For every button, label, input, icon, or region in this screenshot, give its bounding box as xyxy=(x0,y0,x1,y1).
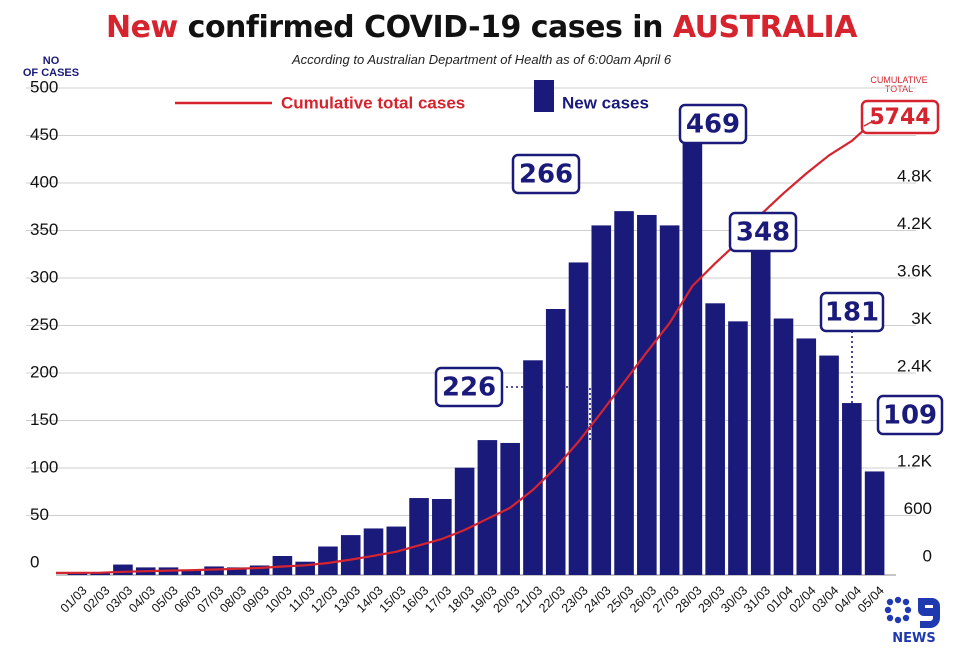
bar-new-cases-02-03 xyxy=(90,573,110,575)
bar-new-cases-05-04 xyxy=(864,471,885,575)
right-axis-label-line2: TOTAL xyxy=(884,84,914,94)
bar-new-cases-19-03 xyxy=(477,440,498,575)
left-tick-label: 300 xyxy=(30,267,58,286)
callout-box xyxy=(819,291,885,333)
bar-new-cases-29-03 xyxy=(705,303,725,575)
left-axis-label-line1: NO xyxy=(42,55,60,67)
right-tick-label: 3.6K xyxy=(897,261,933,280)
callout-box xyxy=(434,366,504,408)
callout-cumulative-total: 5744 xyxy=(860,99,940,135)
left-tick-label: 450 xyxy=(30,125,58,144)
callout-value: 181 xyxy=(825,298,879,328)
bar-new-cases-26-03 xyxy=(637,214,657,575)
right-tick-label: 4.8K xyxy=(897,166,933,185)
callout-value: 226 xyxy=(442,373,496,403)
callout-box xyxy=(876,394,944,436)
left-tick-label: 500 xyxy=(30,77,58,96)
left-tick-label: 50 xyxy=(30,505,49,524)
bar-new-cases-17-03 xyxy=(432,499,452,575)
left-tick-label: 350 xyxy=(30,220,58,239)
callout-21-03: 226 xyxy=(434,366,591,440)
callout-box xyxy=(511,153,581,195)
callout-box xyxy=(728,211,798,253)
legend: Cumulative total cases New cases xyxy=(175,80,649,112)
right-tick-label: 2.4K xyxy=(897,356,933,375)
bar-new-cases-18-03 xyxy=(454,467,475,575)
left-tick-label: 100 xyxy=(30,457,58,476)
right-tick-label: 600 xyxy=(904,499,932,518)
left-tick-label: 0 xyxy=(30,552,39,571)
legend-bar-swatch xyxy=(534,80,554,112)
callout-04-04: 181 xyxy=(819,291,885,405)
callout-28-03: 469 xyxy=(678,103,748,145)
bar-new-cases-25-03 xyxy=(614,211,634,575)
bar-new-cases-03-03 xyxy=(113,564,133,575)
bar-new-cases-07-03 xyxy=(204,566,224,575)
right-tick-label: 1.2K xyxy=(897,451,933,470)
callout-value: 348 xyxy=(736,218,790,248)
bar-new-cases-23-03 xyxy=(568,262,589,575)
callout-31-03: 348 xyxy=(728,211,798,253)
right-tick-label: 3K xyxy=(911,309,932,328)
chart-subtitle: According to Australian Department of He… xyxy=(291,52,672,67)
left-tick-label: 150 xyxy=(30,410,58,429)
right-axis-label-line1: CUMULATIVE xyxy=(870,75,928,85)
title-highlight-new: New xyxy=(106,10,178,45)
callout-value: 109 xyxy=(883,401,937,431)
bar-new-cases-16-03 xyxy=(409,498,429,575)
right-axis-label: CUMULATIVE TOTAL xyxy=(856,76,942,94)
nine-news-logo: NEWS xyxy=(884,596,944,646)
bar-new-cases-28-03 xyxy=(682,129,703,575)
x-tick-label: 05/04 xyxy=(855,583,887,615)
left-tick-label: 250 xyxy=(30,315,58,334)
callout-value: 469 xyxy=(686,110,740,140)
left-axis-label-line2: OF CASES xyxy=(22,67,80,79)
callout-value: 5744 xyxy=(869,105,930,130)
bar-new-cases-27-03 xyxy=(659,225,680,575)
bar-new-cases-09-03 xyxy=(249,565,270,575)
bar-new-cases-02-04 xyxy=(796,338,817,575)
x-tick-label: 10/03 xyxy=(263,583,295,615)
callout-22-03: 266 xyxy=(511,153,581,195)
bar-new-cases-12-03 xyxy=(318,546,338,575)
legend-label-new-cases: New cases xyxy=(562,93,649,112)
callout-box xyxy=(860,99,940,135)
cumulative-callout-leader xyxy=(863,119,875,127)
bar-new-cases-24-03 xyxy=(591,225,612,575)
bar-new-cases-03-04 xyxy=(819,355,839,575)
chart-title: New confirmed COVID-19 cases in AUSTRALI… xyxy=(0,10,963,45)
legend-label-cumulative: Cumulative total cases xyxy=(281,93,465,112)
callout-box xyxy=(678,103,748,145)
logo-text: NEWS xyxy=(892,631,935,644)
bar-new-cases-30-03 xyxy=(728,321,748,575)
bar-new-cases-31-03 xyxy=(750,244,771,575)
bar-new-cases-01-04 xyxy=(773,318,794,575)
bar-new-cases-06-03 xyxy=(181,570,202,575)
right-tick-label: 4.2K xyxy=(897,214,933,233)
title-highlight-country: AUSTRALIA xyxy=(672,10,858,45)
callout-05-04: 109 xyxy=(876,394,944,436)
bar-new-cases-13-03 xyxy=(340,535,361,575)
right-tick-label: 0 xyxy=(923,546,932,565)
bar-new-cases-08-03 xyxy=(227,567,247,575)
bar-new-cases-21-03 xyxy=(523,360,543,575)
left-tick-label: 400 xyxy=(30,172,58,191)
nine-logo-icon: NEWS xyxy=(884,596,940,646)
bar-new-cases-22-03 xyxy=(545,309,566,575)
bar-new-cases-14-03 xyxy=(363,528,384,575)
left-tick-label: 200 xyxy=(30,362,58,381)
left-axis-label: NO OF CASES xyxy=(16,55,86,79)
callout-value: 266 xyxy=(519,160,573,190)
bar-new-cases-04-04 xyxy=(842,403,862,575)
title-middle: confirmed COVID-19 cases in xyxy=(177,10,673,45)
